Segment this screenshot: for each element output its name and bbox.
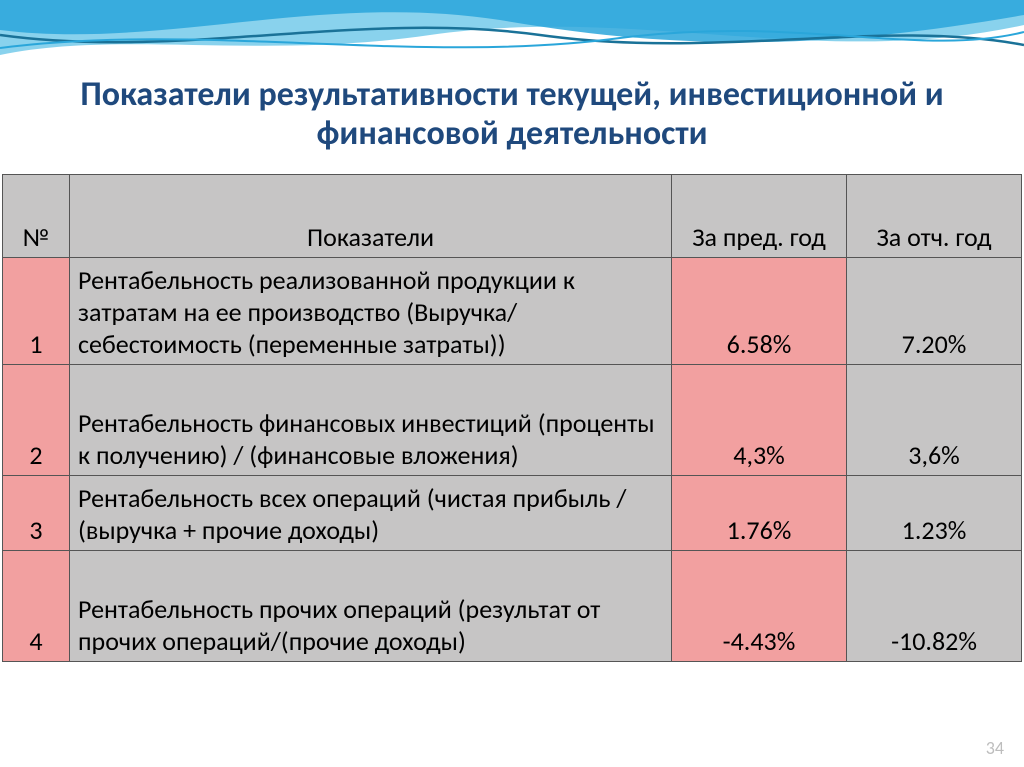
slide: Показатели результативности текущей, инв…: [0, 0, 1024, 767]
slide-title: Показатели результативности текущей, инв…: [0, 75, 1024, 153]
row-indicator: Рентабельность реализованной продукции к…: [70, 258, 672, 365]
decorative-wave: [0, 0, 1024, 80]
row-number: 1: [3, 258, 70, 365]
row-prev-value: -4.43%: [672, 551, 847, 662]
table-header-row: № Показатели За пред. год За отч. год: [3, 175, 1022, 258]
row-prev-value: 6.58%: [672, 258, 847, 365]
row-prev-value: 4,3%: [672, 365, 847, 476]
row-curr-value: 1.23%: [847, 476, 1022, 551]
row-prev-value: 1.76%: [672, 476, 847, 551]
table-row: 2Рентабельность финансовых инвестиций (п…: [3, 365, 1022, 476]
table-row: 4Рентабельность прочих операций (результ…: [3, 551, 1022, 662]
row-number: 2: [3, 365, 70, 476]
row-curr-value: 3,6%: [847, 365, 1022, 476]
slide-number: 34: [986, 737, 1004, 759]
row-number: 4: [3, 551, 70, 662]
col-prev-year: За пред. год: [672, 175, 847, 258]
row-number: 3: [3, 476, 70, 551]
table-row: 3Рентабельность всех операций (чистая пр…: [3, 476, 1022, 551]
row-curr-value: -10.82%: [847, 551, 1022, 662]
col-indicator: Показатели: [70, 175, 672, 258]
row-indicator: Рентабельность прочих операций (результа…: [70, 551, 672, 662]
row-curr-value: 7.20%: [847, 258, 1022, 365]
table-row: 1Рентабельность реализованной продукции …: [3, 258, 1022, 365]
indicators-table: № Показатели За пред. год За отч. год 1Р…: [2, 174, 1022, 662]
row-indicator: Рентабельность всех операций (чистая при…: [70, 476, 672, 551]
row-indicator: Рентабельность финансовых инвестиций (пр…: [70, 365, 672, 476]
col-curr-year: За отч. год: [847, 175, 1022, 258]
col-number: №: [3, 175, 70, 258]
